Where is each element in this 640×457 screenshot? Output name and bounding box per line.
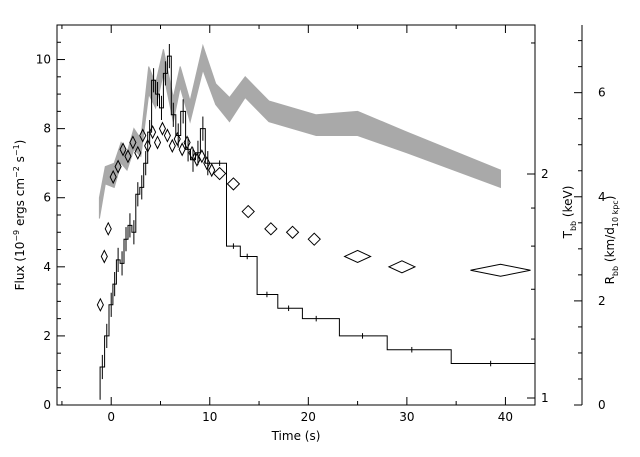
y-flux-tick-label: 10 [36,53,51,67]
y-flux-tick-label: 4 [43,260,51,274]
radius-diamond-point [119,142,127,157]
y-flux-tick-label: 6 [43,191,51,205]
radius-diamond-point [208,162,216,178]
radius-diamond-point [203,156,211,171]
y-temperature-tick-label: 1 [541,391,549,405]
radius-diamond-point [264,222,278,236]
radius-diamond-point [307,232,321,246]
radius-diamond-point [178,142,186,157]
radius-diamond-point [149,124,157,140]
radius-diamond-point [212,166,227,181]
y-axis-radius: 0 2 4 6 [574,25,606,412]
radius-diamond-point [183,135,191,150]
y-flux-tick-label: 2 [43,329,51,343]
flux-step-series [99,44,535,400]
radius-diamond-point [343,249,372,264]
x-tick-label: 20 [301,410,316,424]
radius-diamond-point [124,149,132,164]
radius-diamond-point [144,138,152,154]
x-tick-label: 30 [399,410,414,424]
y-flux-tick-label: 8 [43,122,51,136]
flux-step-line [99,55,535,400]
radius-diamond-point [100,249,108,264]
y-radius-tick-label: 2 [598,294,606,308]
radius-diamond-point [285,225,300,239]
radius-diamond-point [241,204,255,219]
temperature-band-series [98,43,501,219]
y-axis-radius-label: Rbb (km/d10 kpc) [603,196,620,285]
x-axis-label: Time (s) [271,429,321,443]
temperature-band [98,43,501,219]
radius-diamond-point [134,145,142,160]
x-tick-label: 10 [202,410,217,424]
y-radius-tick-label: 4 [598,190,606,204]
radius-diamond-point [109,169,117,185]
y-axis-temperature-label: Tbb (keV) [561,186,578,240]
y-axis-flux: 0 2 4 6 8 10 [36,24,65,412]
y-axis-flux-label: Flux (10−9 ergs cm−2 s−1) [12,140,27,291]
radius-diamond-point [96,297,104,312]
radius-diamond-point [158,121,167,136]
radius-diamond-point [198,149,206,164]
radius-diamond-point [173,131,181,147]
radius-diamond-point [168,138,176,154]
y-radius-tick-label: 6 [598,86,606,100]
x-axis: 0 10 20 30 40 [61,25,513,424]
radius-diamond-point [470,263,531,277]
radius-diamond-point [188,145,196,160]
radius-diamond-point [104,221,112,236]
x-tick-label: 40 [498,410,513,424]
radius-diamond-series [96,121,531,312]
radius-diamond-point [387,260,417,274]
radius-diamond-point [129,135,137,150]
radius-diamond-point [153,135,162,150]
plot-frame [56,24,536,406]
radius-diamond-point [193,152,201,167]
y-axis-temperature: 12 [527,42,549,405]
radius-diamond-point [114,159,122,174]
radius-diamond-point [226,177,241,191]
radius-diamond-point [139,128,147,143]
radius-diamond-point [163,128,171,143]
y-temperature-tick-label: 2 [541,167,549,181]
y-flux-tick-label: 0 [43,398,51,412]
y-radius-tick-label: 0 [598,398,606,412]
x-tick-label: 0 [107,410,115,424]
